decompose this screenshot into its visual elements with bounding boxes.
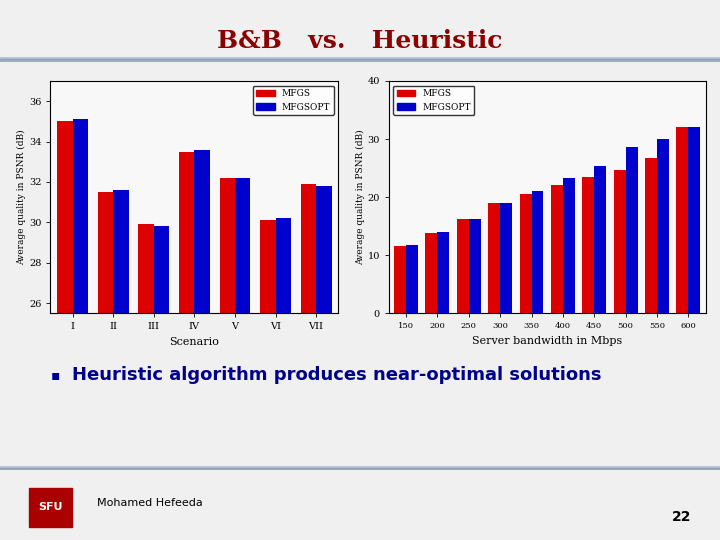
Bar: [138, 224, 154, 540]
Y-axis label: Average quality in PSNR (dB): Average quality in PSNR (dB): [356, 129, 364, 265]
Text: SFU: SFU: [38, 502, 63, 512]
Bar: [113, 190, 129, 540]
Bar: [626, 146, 637, 313]
Bar: [394, 246, 406, 313]
Bar: [276, 218, 291, 540]
Bar: [488, 203, 500, 313]
Bar: [594, 166, 606, 313]
Bar: [406, 245, 418, 313]
Bar: [688, 127, 701, 313]
Bar: [260, 220, 276, 540]
Bar: [520, 194, 531, 313]
Bar: [613, 170, 626, 313]
X-axis label: Scenario: Scenario: [169, 337, 220, 347]
Bar: [645, 158, 657, 313]
Bar: [531, 191, 544, 313]
Bar: [438, 232, 449, 313]
Bar: [98, 192, 113, 540]
Bar: [235, 178, 251, 540]
Bar: [0, 57, 720, 59]
Bar: [316, 186, 331, 540]
Bar: [0, 468, 720, 470]
Bar: [500, 203, 512, 313]
Legend: MFGS, MFGSOPT: MFGS, MFGSOPT: [393, 85, 474, 115]
Bar: [551, 186, 563, 313]
Text: B&B   vs.   Heuristic: B&B vs. Heuristic: [217, 29, 503, 52]
Bar: [179, 152, 194, 540]
Bar: [469, 219, 481, 313]
Text: Mohamed Hefeeda: Mohamed Hefeeda: [97, 498, 203, 508]
Bar: [58, 122, 73, 540]
Bar: [582, 177, 594, 313]
Legend: MFGS, MFGSOPT: MFGS, MFGSOPT: [253, 85, 334, 115]
Bar: [220, 178, 235, 540]
Text: ▪: ▪: [50, 368, 60, 382]
Bar: [0, 59, 720, 62]
Bar: [194, 150, 210, 540]
Bar: [457, 219, 469, 313]
Bar: [301, 184, 316, 540]
Text: 22: 22: [672, 510, 691, 524]
Bar: [676, 127, 688, 313]
Bar: [563, 178, 575, 313]
Bar: [426, 233, 438, 313]
Bar: [657, 139, 669, 313]
Y-axis label: Average quality in PSNR (dB): Average quality in PSNR (dB): [17, 129, 26, 265]
Text: Heuristic algorithm produces near-optimal solutions: Heuristic algorithm produces near-optima…: [72, 366, 601, 384]
Bar: [0, 466, 720, 468]
Bar: [154, 226, 169, 540]
X-axis label: Server bandwidth in Mbps: Server bandwidth in Mbps: [472, 336, 622, 346]
Bar: [73, 119, 88, 540]
